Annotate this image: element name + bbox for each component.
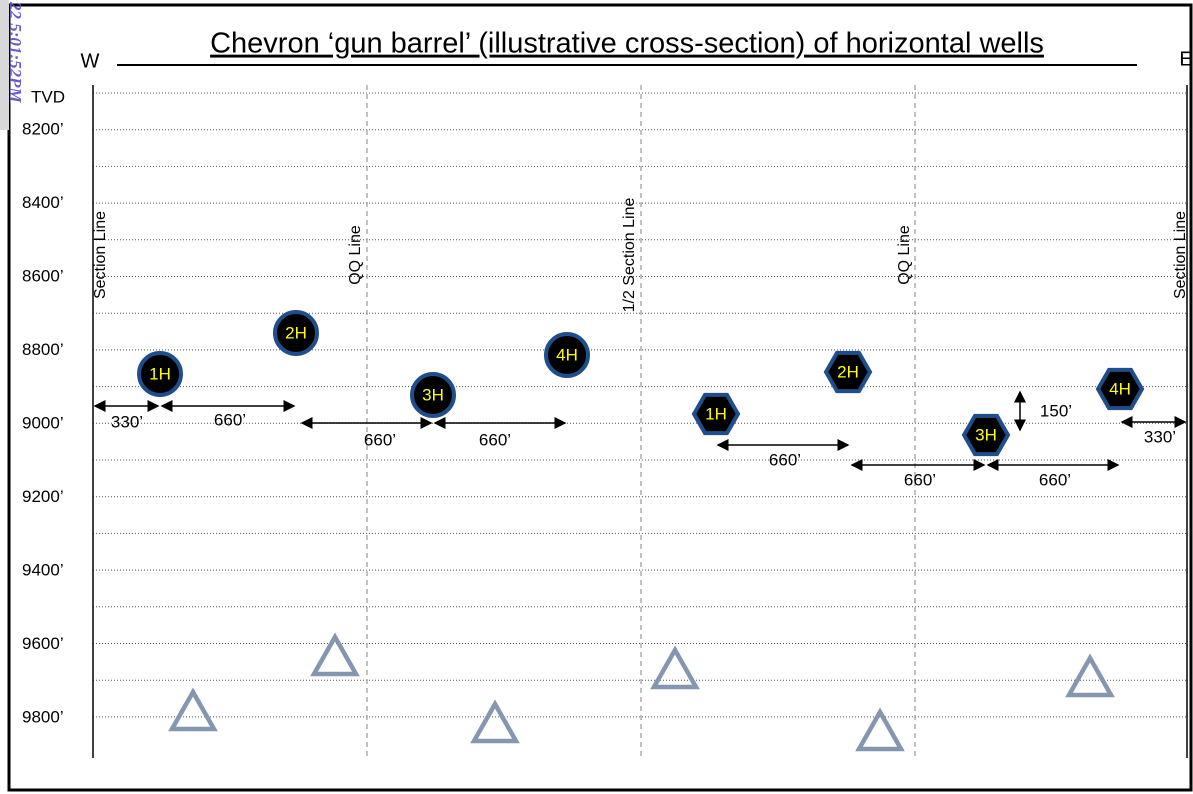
depth-tick-label: 9000’ [22,413,64,432]
line-label: Section Line [1172,211,1189,299]
content: 8200’ 8400’ 8600’ 8800’ 9000’ 9200’ 9400’ 9600’… [22,85,1189,758]
well-label: 4H [556,345,578,364]
title: Chevron ‘gun barrel’ (illustrative cross… [210,28,1044,60]
depth-tick-label: 9400’ [22,560,64,579]
well-label: 3H [975,425,997,444]
spacing-label: 660’ [364,430,396,449]
line-label: 1/2 Section Line [621,198,638,313]
spacing-label: 660’ [1039,470,1071,489]
spacing-label: 330’ [1144,427,1176,446]
spacing-label: 150’ [1040,401,1072,420]
timestamp: 22 5:01:52PM [6,1,25,103]
depth-tick-label: 8600’ [22,266,64,285]
spacing-label: 660’ [904,470,936,489]
spacing-label: 660’ [214,410,246,429]
depth-axis-label: TVD [31,87,65,106]
well-hexagon [1095,367,1145,411]
west-label: W [81,50,100,72]
spacing-label: 660’ [479,430,511,449]
depth-tick-label: 8400’ [22,193,64,212]
depth-tick-label: 9600’ [22,634,64,653]
line-label: Section Line [92,211,109,299]
triangle-marker [650,645,700,690]
well-circle [544,332,590,378]
spacing-label: 660’ [769,450,801,469]
well-hexagon [961,413,1011,457]
frame [7,3,1193,792]
triangle-marker [470,699,520,744]
depth-tick-label: 8800’ [22,340,64,359]
well-hexagon [823,350,873,394]
depth-tick-label: 9200’ [22,487,64,506]
well-circle [410,372,456,418]
depth-tick-label: 8200’ [22,119,64,138]
line-label: QQ Line [347,225,364,285]
spacing-label: 330’ [111,412,143,431]
line-label: QQ Line [896,225,913,285]
depth-tick-label: 9800’ [22,707,64,726]
triangle-marker [1065,653,1115,698]
well-label: 4H [1109,379,1131,398]
well-hexagon [691,392,741,436]
well-label: 3H [422,385,444,404]
well-circle [137,351,183,397]
triangle-marker [855,707,905,752]
well-label: 1H [705,404,727,423]
well-label: 2H [837,362,859,381]
well-label: 1H [149,364,171,383]
east-label: E [1179,48,1192,70]
triangle-marker [310,632,360,677]
timestamp-strip [0,0,9,130]
well-circle [273,310,319,356]
triangle-marker [168,687,218,732]
well-label: 2H [285,323,307,342]
